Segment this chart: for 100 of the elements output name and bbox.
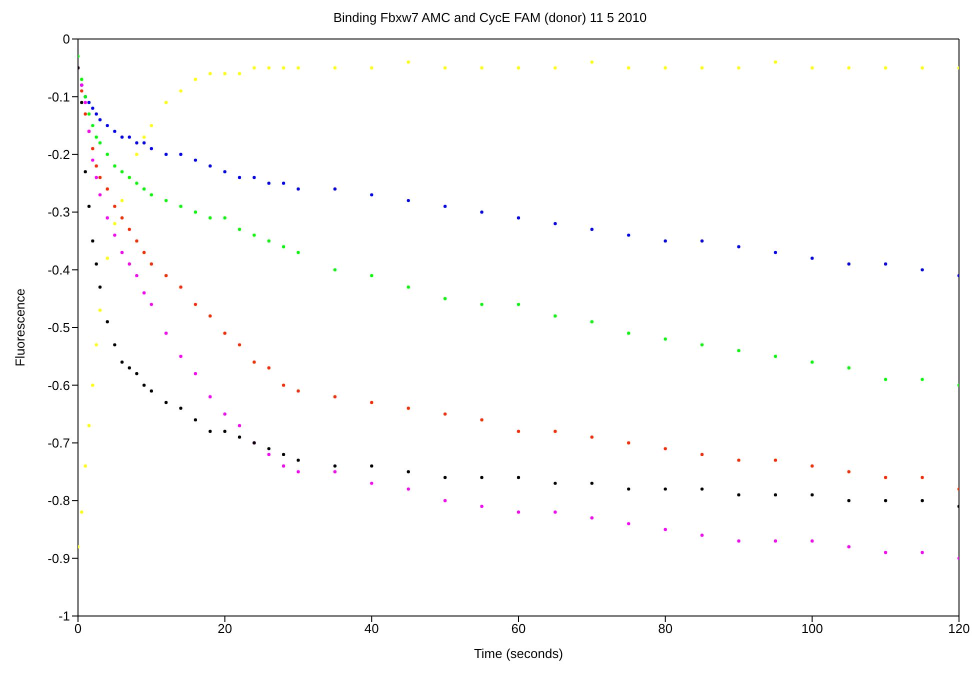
point	[194, 210, 198, 214]
point	[238, 228, 242, 232]
point	[238, 72, 242, 76]
y-tick-label: -0.9	[48, 550, 70, 566]
point	[84, 170, 87, 174]
point	[252, 66, 256, 70]
point	[282, 66, 286, 70]
point	[208, 216, 212, 220]
point	[106, 256, 109, 260]
point	[884, 262, 888, 266]
chart-title: Binding Fbxw7 AMC and CycE FAM (donor) 11 5 2010	[332, 9, 648, 27]
point	[267, 452, 270, 456]
point	[406, 286, 410, 289]
point	[128, 366, 131, 370]
point	[94, 135, 98, 139]
point	[80, 78, 84, 81]
point	[252, 360, 256, 364]
point	[150, 193, 154, 196]
point	[810, 493, 814, 496]
point	[480, 418, 484, 422]
point	[480, 302, 484, 306]
point	[267, 182, 270, 185]
point	[664, 66, 667, 70]
point	[106, 152, 109, 156]
y-axis-title: Fluorescence	[12, 288, 28, 367]
point	[120, 170, 124, 174]
x-tick-label: 0	[74, 621, 82, 636]
point	[554, 430, 557, 433]
point	[223, 332, 226, 335]
point	[516, 476, 520, 480]
point	[920, 378, 924, 382]
point	[296, 389, 300, 393]
point	[480, 66, 484, 70]
point	[590, 516, 594, 520]
point	[84, 100, 87, 104]
point	[590, 482, 594, 485]
point	[98, 308, 102, 312]
point	[627, 234, 630, 237]
point	[370, 482, 374, 485]
point	[208, 164, 212, 168]
point	[135, 372, 138, 376]
y-tick-label: -0.1	[48, 89, 70, 104]
y-tick-label: -0.4	[48, 262, 70, 278]
point	[333, 464, 337, 468]
point	[179, 204, 182, 208]
point	[179, 354, 182, 358]
point	[120, 198, 124, 202]
point	[98, 176, 102, 180]
point	[774, 458, 778, 462]
point	[333, 187, 337, 191]
point	[737, 245, 740, 248]
point	[884, 499, 888, 502]
point	[120, 135, 124, 139]
point	[664, 487, 667, 491]
point	[223, 170, 226, 174]
point	[208, 314, 212, 318]
point	[737, 539, 740, 543]
point	[223, 412, 226, 416]
point	[135, 141, 138, 144]
point	[113, 234, 116, 237]
point	[700, 66, 704, 70]
x-tick-label: 120	[948, 621, 970, 636]
point	[150, 262, 154, 266]
point	[406, 487, 410, 491]
point	[164, 274, 168, 278]
point	[282, 464, 286, 468]
point	[406, 60, 410, 64]
point	[406, 406, 410, 410]
point	[296, 187, 300, 191]
point	[370, 193, 374, 196]
point	[774, 354, 778, 358]
point	[370, 66, 374, 70]
point	[480, 504, 484, 508]
point	[296, 458, 300, 462]
point	[920, 499, 924, 502]
point	[774, 250, 778, 254]
point	[135, 182, 138, 185]
point	[480, 210, 484, 214]
point	[164, 198, 168, 202]
point	[150, 124, 154, 128]
point	[627, 487, 630, 491]
point	[590, 320, 594, 324]
point	[884, 550, 888, 554]
point	[516, 510, 520, 514]
point	[664, 447, 667, 450]
point	[91, 106, 94, 110]
point	[664, 337, 667, 341]
point	[810, 539, 814, 543]
point	[700, 534, 704, 537]
point	[296, 470, 300, 474]
point	[590, 228, 594, 232]
point	[847, 545, 850, 548]
y-tick-label: -0.7	[48, 436, 70, 451]
point	[267, 366, 270, 370]
point	[920, 268, 924, 272]
x-tick-label: 80	[658, 621, 673, 636]
point	[80, 100, 84, 104]
point	[120, 250, 124, 254]
point	[554, 66, 557, 70]
point	[443, 412, 447, 416]
